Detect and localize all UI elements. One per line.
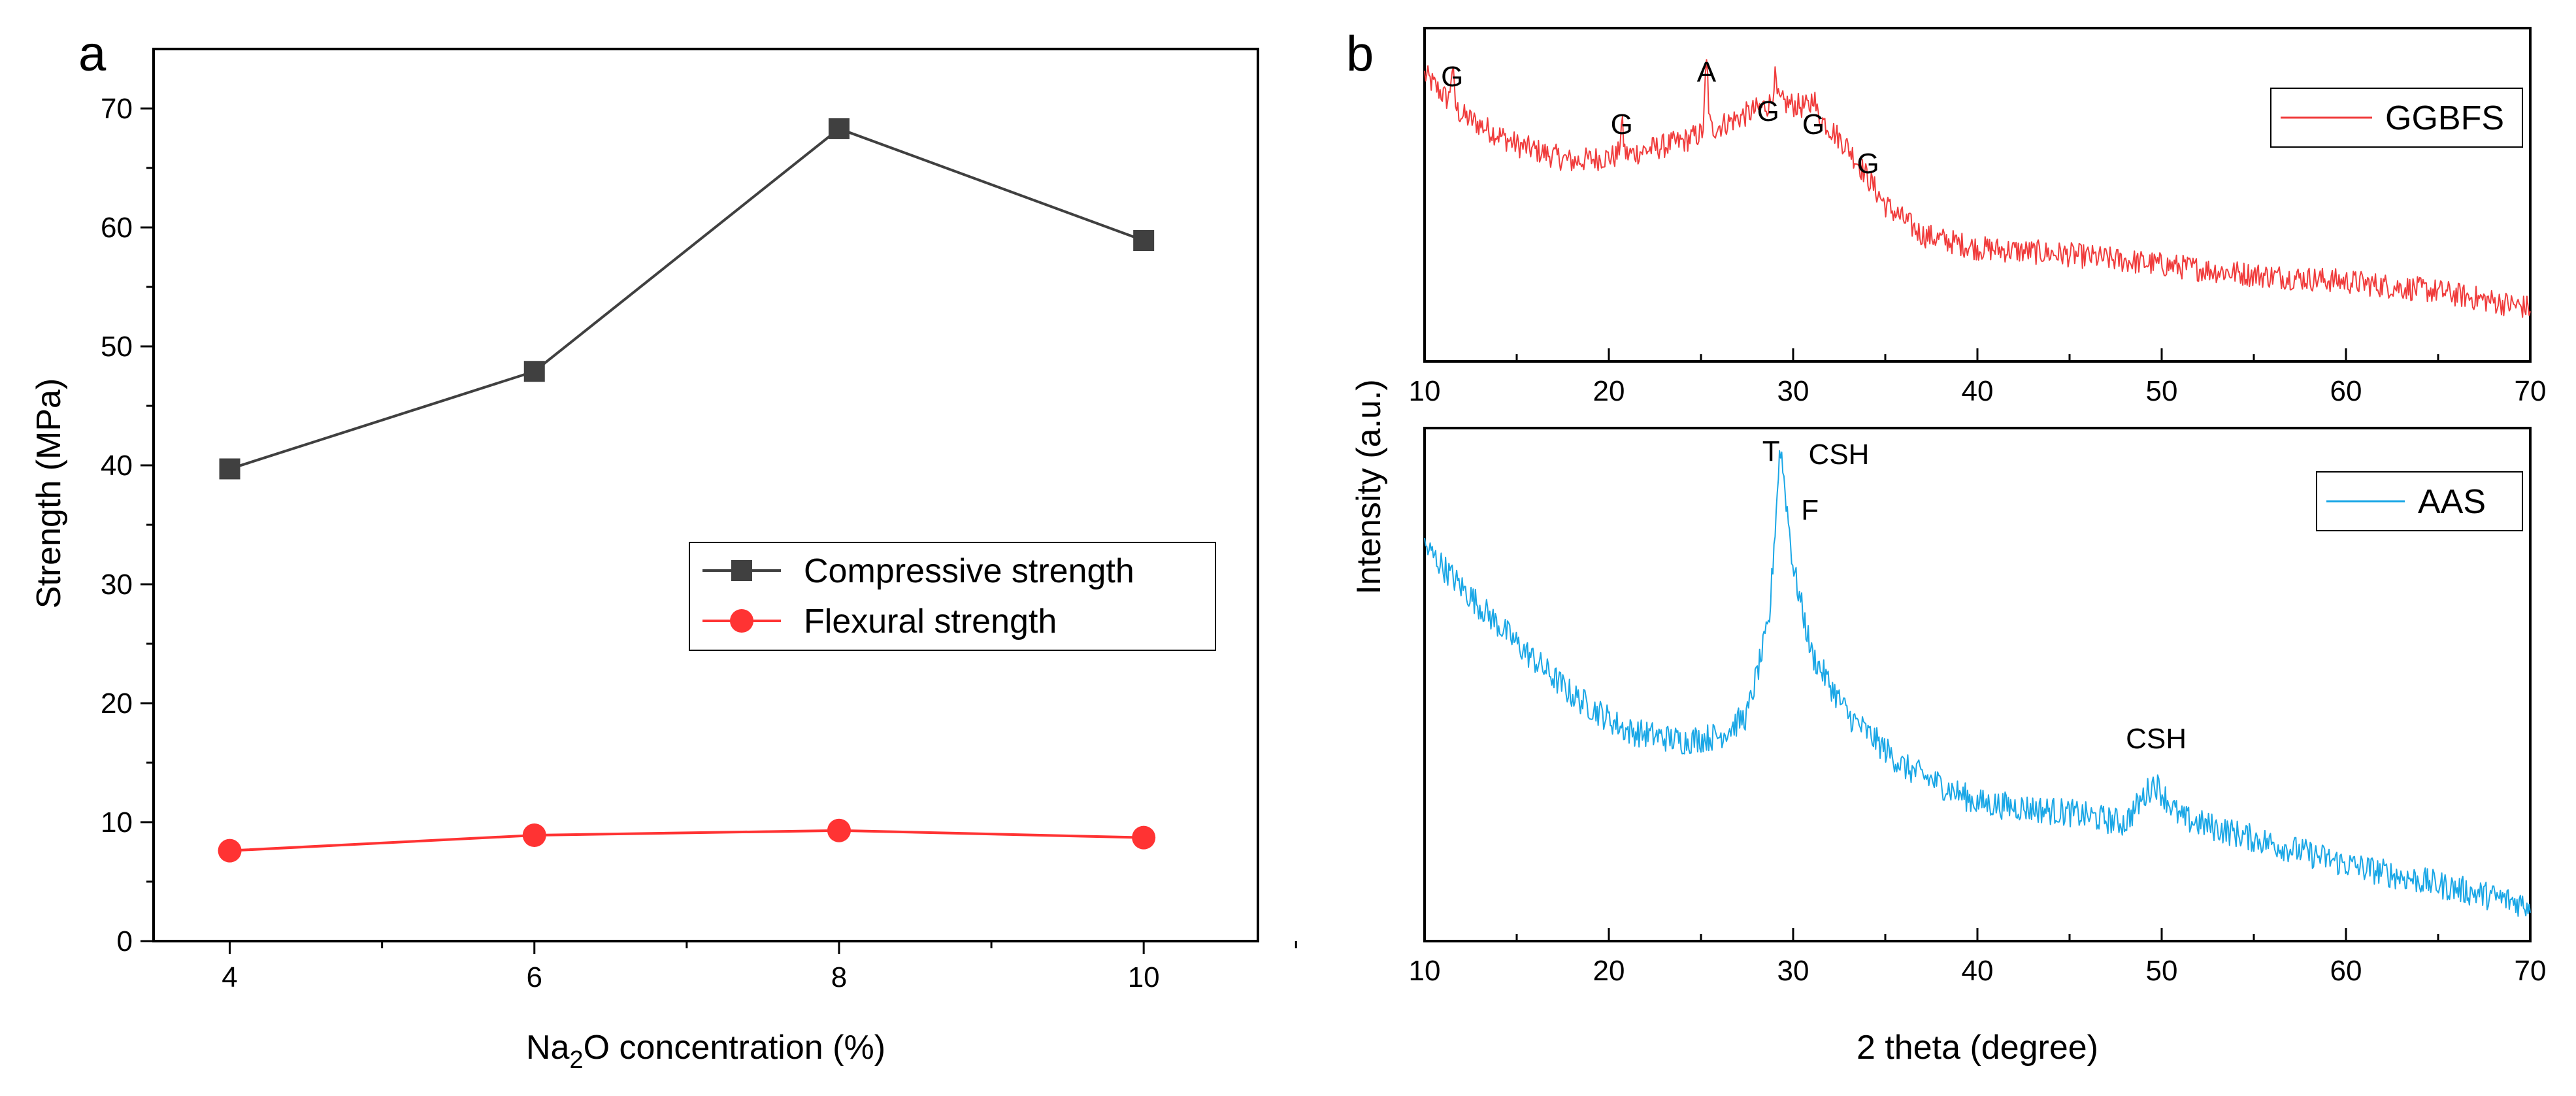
flexural-strength-line — [229, 829, 1144, 852]
ggbfs-legend: GGBFS — [2270, 88, 2523, 148]
panel-a-label: a — [78, 26, 107, 82]
panel-a-x-axis-label: Na2O concentration (%) — [526, 1029, 885, 1074]
compressive-strength-point — [523, 361, 545, 382]
aas-legend-label: AAS — [2418, 483, 2486, 521]
ggbfs-x-tick-label: 20 — [1593, 375, 1625, 407]
aas-x-tick-label: 70 — [2515, 955, 2547, 987]
aas-peak-label: T — [1762, 435, 1780, 467]
ggbfs-x-tick-label: 40 — [1962, 375, 1994, 407]
compressive-strength-line — [229, 127, 1144, 471]
aas-series-line — [1424, 450, 2531, 917]
ggbfs-peak-label: A — [1697, 56, 1717, 88]
aas-x-tick-label: 20 — [1593, 955, 1625, 987]
legend-compressive-label: Compressive strength — [804, 552, 1134, 590]
ggbfs-x-tick-label: 50 — [2146, 375, 2178, 407]
aas-x-tick-label: 10 — [1409, 955, 1441, 987]
x-tick-label: 6 — [527, 961, 542, 993]
panel-b-x-axis-label: 2 theta (degree) — [1857, 1029, 2098, 1067]
ggbfs-x-ticks: 10 20 30 40 50 60 70 — [1409, 348, 2547, 407]
aas-peak-label: CSH — [1809, 439, 1870, 471]
aas-x-ticks: 10 20 30 40 50 60 70 — [1409, 928, 2547, 987]
aas-x-tick-label: 40 — [1962, 955, 1994, 987]
compressive-strength-point — [1133, 230, 1155, 252]
ggbfs-peak-label: G — [1857, 148, 1879, 180]
legend-box — [689, 542, 1216, 651]
y-tick-label: 10 — [101, 806, 133, 839]
legend-flexural-label: Flexural strength — [804, 603, 1057, 640]
flexural-strength-point — [522, 823, 546, 848]
panel-a-frame — [152, 48, 1259, 942]
legend-circle-marker — [730, 609, 753, 633]
ggbfs-peak-label: G — [1757, 95, 1779, 127]
legend-square-marker — [731, 560, 752, 581]
aas-peak-label: CSH — [2126, 723, 2187, 755]
ggbfs-x-tick-label: 60 — [2330, 375, 2362, 407]
y-tick-label: 40 — [101, 450, 133, 482]
ggbfs-frame — [1423, 27, 2532, 363]
y-tick-label: 50 — [101, 331, 133, 363]
aas-x-tick-label: 60 — [2330, 955, 2362, 987]
y-tick-label: 70 — [101, 93, 133, 125]
panel-a-x-ticks: 4 6 8 10 — [222, 941, 1297, 993]
ggbfs-peak-label: G — [1802, 108, 1825, 141]
aas-x-tick-label: 30 — [1777, 955, 1809, 987]
ggbfs-peak-label: G — [1441, 61, 1463, 93]
x-tick-label: 8 — [831, 961, 847, 993]
panel-a-series — [218, 118, 1156, 863]
ggbfs-peak-label: G — [1611, 108, 1633, 141]
panel-a: a 0 10 20 30 40 50 60 70 4 6 8 10 Strength (MPa) N… — [30, 26, 1297, 1074]
y-tick-label: 60 — [101, 212, 133, 244]
ggbfs-x-tick-label: 10 — [1409, 375, 1441, 407]
x-label-subscript: 2 — [569, 1046, 583, 1074]
ggbfs-x-tick-label: 70 — [2515, 375, 2547, 407]
compressive-strength-point — [828, 118, 850, 139]
compressive-strength-point — [219, 458, 240, 480]
flexural-strength-point — [1132, 825, 1156, 850]
panel-a-y-axis-label: Strength (MPa) — [30, 378, 68, 609]
flexural-strength-point — [827, 818, 851, 842]
aas-peak-label: F — [1801, 494, 1819, 526]
y-tick-label: 30 — [101, 569, 133, 601]
x-tick-label: 4 — [222, 961, 237, 993]
panel-b-label: b — [1346, 26, 1374, 82]
y-tick-label: 20 — [101, 688, 133, 720]
panel-b-y-axis-label: Intensity (a.u.) — [1350, 379, 1388, 594]
x-tick-label: 10 — [1128, 961, 1160, 993]
ggbfs-series-line — [1424, 59, 2531, 318]
x-label-na: Na — [526, 1029, 570, 1067]
x-label-rest: O concentration (%) — [584, 1029, 885, 1067]
ggbfs-x-tick-label: 30 — [1777, 375, 1809, 407]
aas-x-tick-label: 50 — [2146, 955, 2178, 987]
panel-a-legend: Compressive strength Flexural strength — [689, 542, 1216, 651]
ggbfs-legend-label: GGBFS — [2385, 99, 2504, 137]
flexural-strength-point — [218, 839, 242, 863]
panel-a-y-ticks: 0 10 20 30 40 50 60 70 — [101, 93, 154, 957]
y-tick-label: 0 — [117, 925, 133, 957]
aas-legend: AAS — [2316, 471, 2523, 531]
